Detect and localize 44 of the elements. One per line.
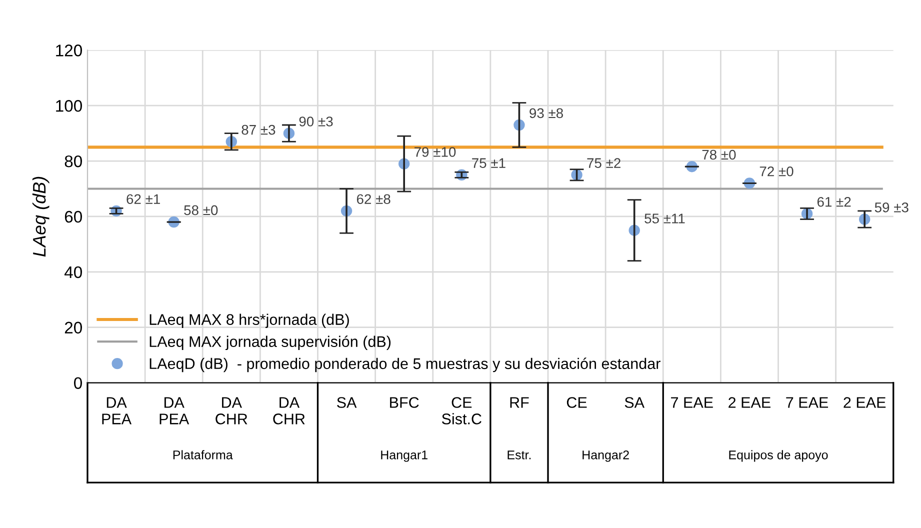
y-tick-label: 0 [74,377,82,390]
data-label: 93 ±8 [530,108,563,118]
x-tick-label: DA PEA [160,397,190,424]
data-label: 62 ±8 [356,194,390,204]
y-tick-label: 100 [56,100,82,112]
text: Hangar2 [582,450,629,462]
x-tick-label: DA CHR [273,397,305,424]
text: Equipos de apoyo [729,450,828,462]
data-label: 75 ±2 [587,158,620,168]
y-tick-label: 60 [64,210,82,223]
legend-label: LAeqD (dB) - promedio ponderado de 5 muestras y su desviación estandar [150,358,660,372]
x-tick-label: SA [624,397,644,408]
legend-label: LAeq MAX jornada supervisión (dB) [150,336,391,350]
x-tick-label: BFC [390,397,419,408]
y-tick-label: 120 [56,44,82,56]
x-tick-label: 7 EAE [671,397,713,408]
data-label: 72 ±0 [760,166,794,176]
data-label: 61 ±2 [817,196,851,207]
y-axis-title: LAeq (dB) [32,176,50,257]
x-tick-label: 2 EAE [844,397,886,408]
data-label: 58 ±0 [184,205,218,216]
data-label: 55 ±11 [644,214,685,224]
x-tick-label: RF [510,397,529,408]
x-tick-label: 2 EAE [728,397,770,408]
data-label: 78 ±0 [702,150,736,160]
data-label: 62 ±1 [126,194,160,204]
x-tick-label: CE [566,397,587,408]
data-label: 87 ±3 [242,124,276,135]
x-tick-label: 7 EAE [786,397,828,408]
y-tick-label: 40 [64,266,82,278]
x-tick-label: DA CHR [216,397,248,424]
data-label: 75 ±1 [472,158,506,168]
data-label: 90 ±3 [299,116,333,126]
text: Plataforma [173,450,233,460]
data-label: 59 ±3 [874,202,908,212]
x-tick-label: DA PEA [102,397,132,424]
data-label: 79 ±10 [414,147,456,157]
text: Estr. [508,450,531,460]
x-tick-label: CE Sist.C [442,397,482,424]
x-tick-label: SA [337,397,357,408]
y-tick-label: 80 [64,155,82,168]
y-tick-label: 20 [64,322,82,334]
legend-label: LAeq MAX 8 hrs*jornada (dB) [150,314,349,328]
text: Hangar1 [381,450,428,462]
